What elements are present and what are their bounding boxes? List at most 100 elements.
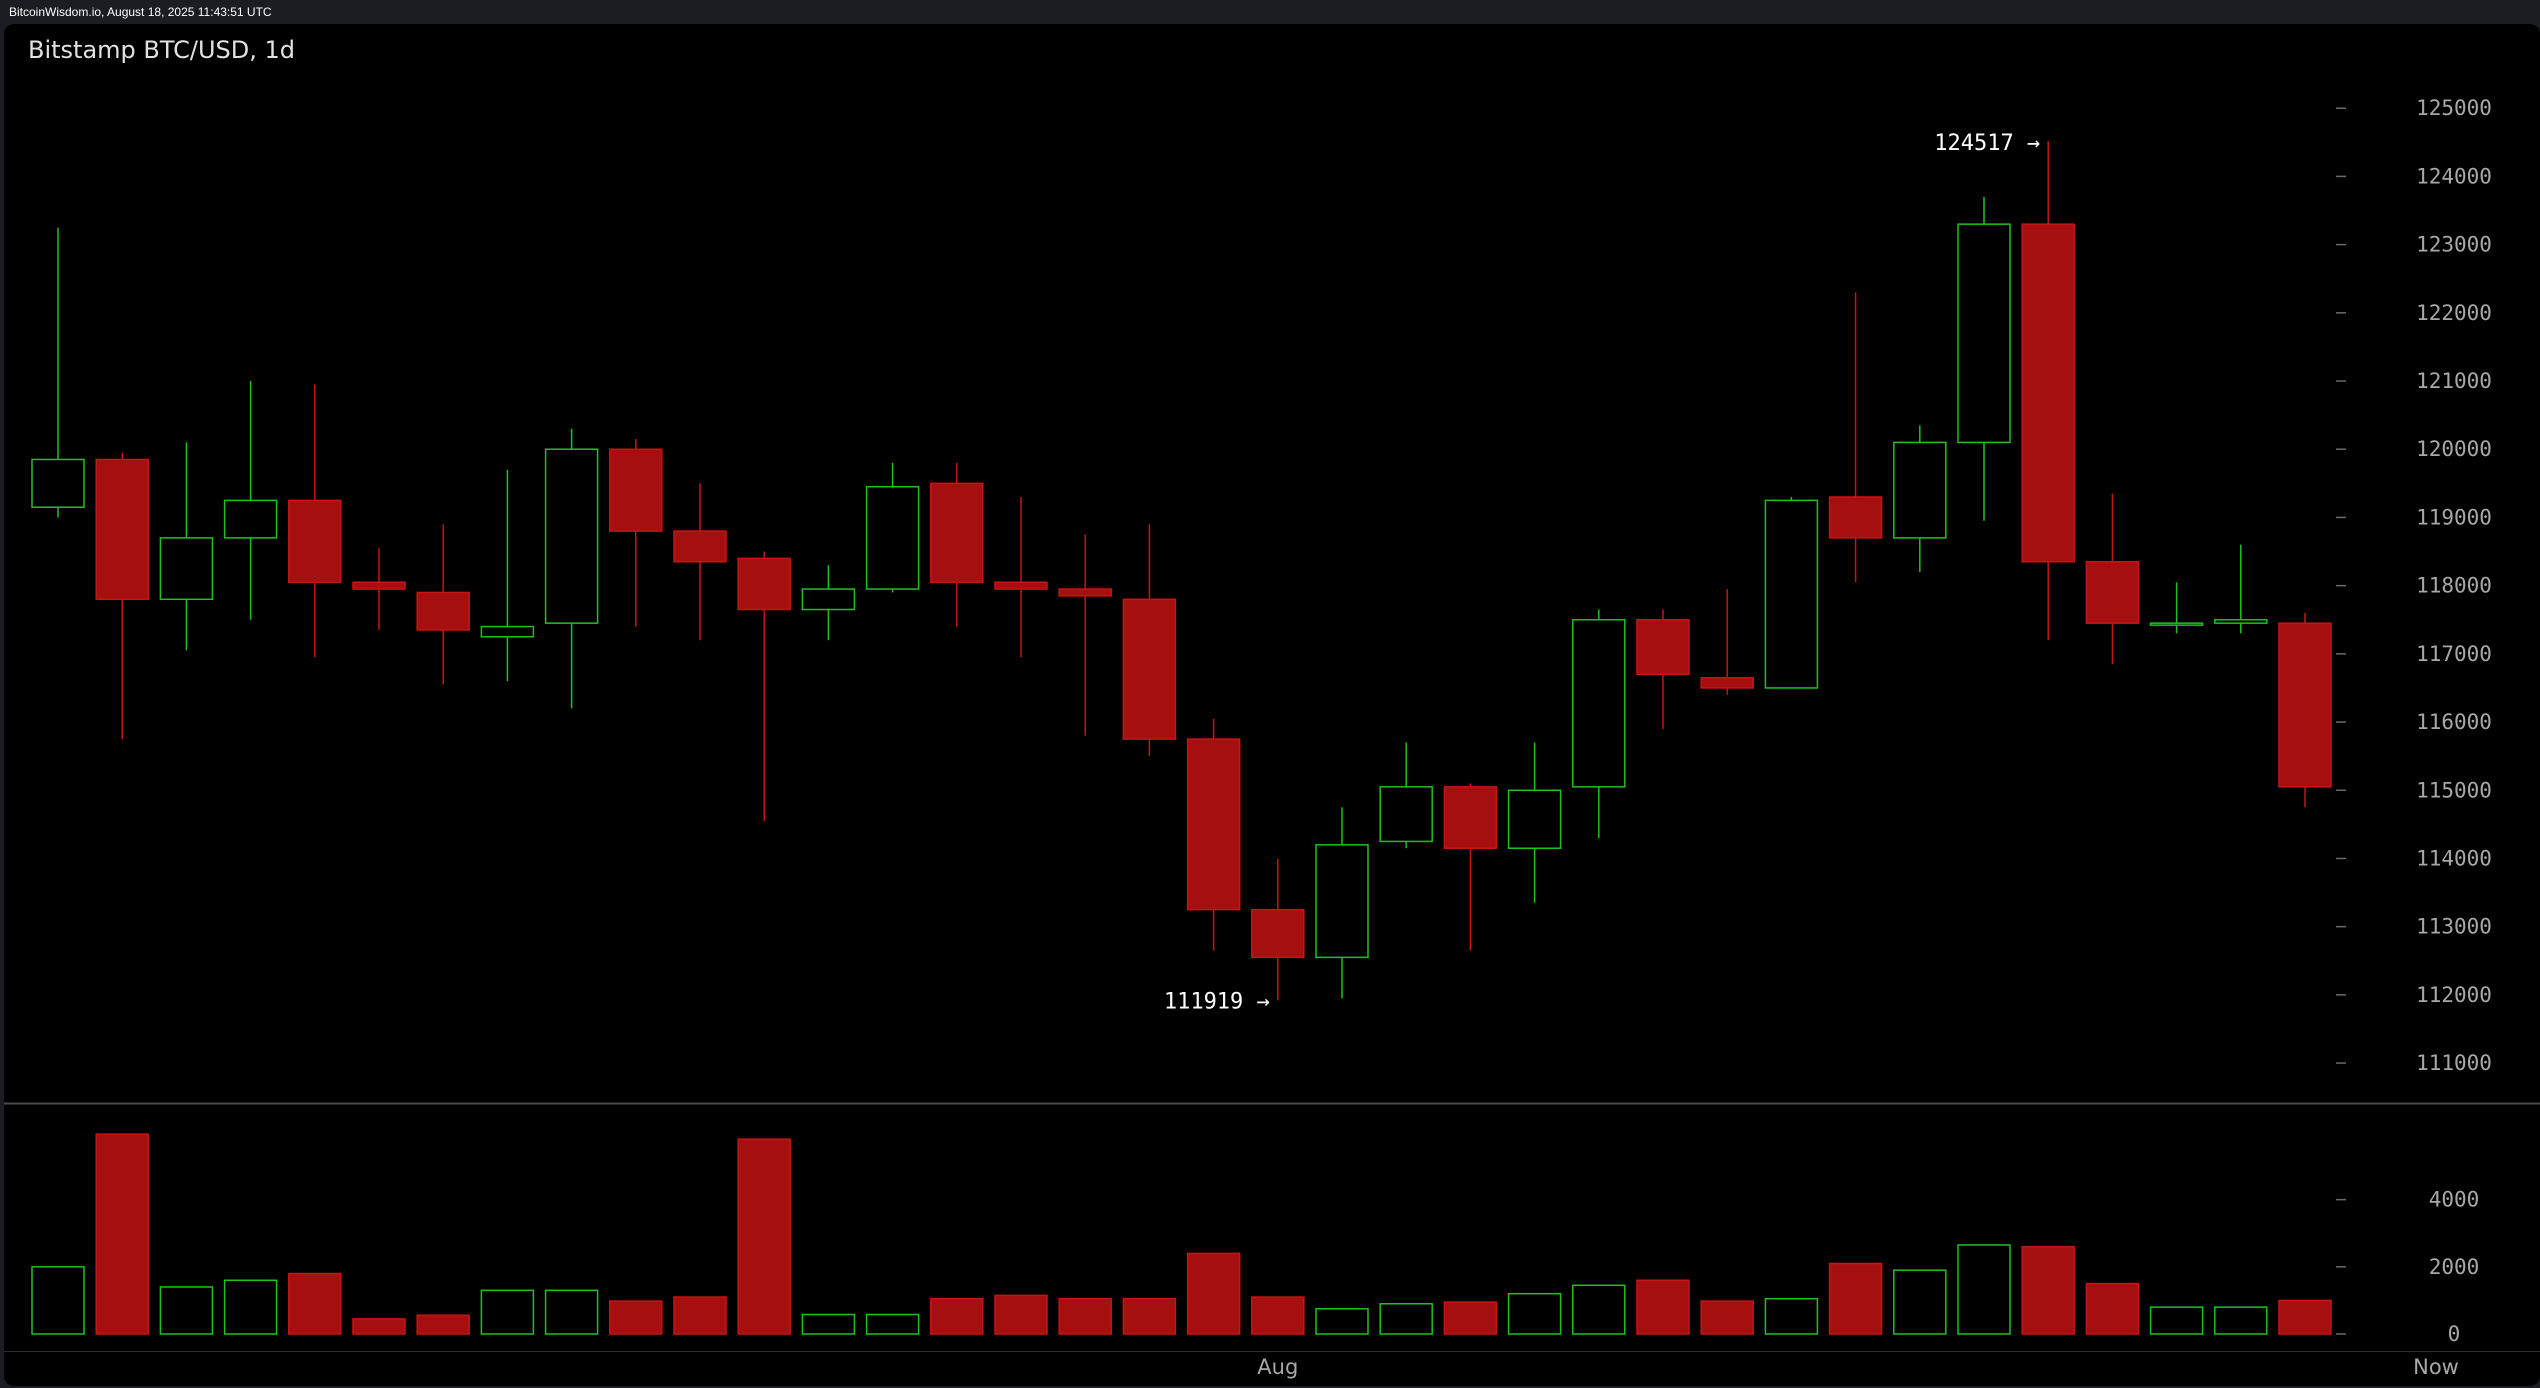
volume-bar — [288, 1272, 342, 1335]
candle — [544, 428, 599, 709]
site-header: BitcoinWisdom.io, August 18, 2025 11:43:… — [0, 0, 2540, 24]
volume-bar — [159, 1286, 214, 1335]
price-tick-label: 118000 — [2416, 574, 2492, 598]
candle-body — [480, 625, 535, 638]
volume-bar — [1315, 1308, 1369, 1335]
volume-bar — [1379, 1303, 1433, 1335]
candle — [416, 524, 470, 685]
candle-body — [1122, 598, 1177, 740]
candle — [1764, 496, 1819, 689]
candle — [1315, 807, 1369, 999]
volume-bar — [1828, 1262, 1883, 1335]
volume-bar — [994, 1294, 1048, 1335]
volume-bar — [31, 1266, 85, 1335]
candle — [95, 452, 149, 740]
candle-body — [609, 448, 663, 532]
volume-bar — [223, 1279, 278, 1335]
candle — [352, 548, 406, 630]
volume-bar — [1122, 1297, 1177, 1335]
candle-body — [416, 591, 470, 631]
candle-body — [1957, 223, 2011, 444]
price-tick-label: 120000 — [2416, 437, 2492, 461]
volume-bar — [352, 1318, 406, 1335]
candle-body — [31, 458, 85, 508]
candle-body — [1507, 789, 1562, 849]
chart-panel[interactable]: Bitstamp BTC/USD, 1d 111000 112000 113000 1… — [4, 24, 2540, 1386]
candle — [1636, 609, 1690, 729]
candle — [994, 496, 1048, 658]
volume-bar — [2278, 1299, 2332, 1335]
price-axis: 111000 112000 113000 114000 115000 116000 1170… — [4, 96, 2540, 1105]
time-axis-label: Aug — [1257, 1355, 1298, 1379]
volume-bar — [544, 1289, 599, 1335]
candle — [223, 381, 278, 620]
candle-body — [673, 530, 727, 563]
price-annotations: 124517 → 111919 → — [1164, 131, 2040, 1014]
candlestick-chart[interactable]: 111000 112000 113000 114000 115000 116000 1170… — [4, 24, 2540, 1386]
price-tick-label: 121000 — [2416, 369, 2492, 393]
price-tick-label: 125000 — [2416, 96, 2492, 120]
candle — [609, 439, 663, 627]
price-tick-label: 113000 — [2416, 915, 2492, 939]
candle-body — [1443, 786, 1498, 849]
candle — [1058, 534, 1112, 736]
candle — [31, 227, 85, 518]
price-tick-label: 123000 — [2416, 233, 2492, 257]
volume-bar — [1443, 1301, 1498, 1335]
volume-bar — [737, 1138, 791, 1335]
price-tick-label: 124000 — [2416, 164, 2492, 188]
candle-body — [1379, 786, 1433, 843]
volume-bar — [2149, 1306, 2204, 1335]
candle — [930, 462, 984, 627]
volume-tick-label: 2000 — [2429, 1255, 2480, 1279]
candle-body — [1893, 441, 1947, 539]
candle-body — [1058, 588, 1112, 597]
price-tick-label: 112000 — [2416, 983, 2492, 1007]
candle — [2214, 544, 2268, 634]
volume-bar — [1957, 1244, 2011, 1335]
volume-bar — [609, 1300, 663, 1335]
candle-body — [1186, 738, 1241, 911]
candle-body — [2085, 561, 2140, 624]
candle-body — [352, 581, 406, 590]
candle — [1251, 858, 1305, 1001]
candle — [288, 384, 342, 658]
volume-bar — [1572, 1284, 1626, 1335]
candle — [2085, 493, 2140, 665]
candle-body — [865, 485, 920, 590]
chart-title: Bitstamp BTC/USD, 1d — [28, 36, 296, 64]
price-tick-label: 122000 — [2416, 301, 2492, 325]
low-price-label: 111919 → — [1164, 989, 1270, 1014]
volume-bar — [416, 1314, 470, 1335]
price-tick-label: 111000 — [2416, 1051, 2492, 1075]
candle-body — [95, 458, 149, 601]
candle-body — [737, 557, 791, 611]
candle — [1700, 589, 1754, 695]
volume-bar — [673, 1296, 727, 1335]
volume-bar — [2085, 1282, 2140, 1335]
candle — [1443, 783, 1498, 951]
volume-bars — [31, 1133, 2332, 1335]
candle — [1507, 742, 1562, 903]
candle — [1957, 196, 2011, 521]
volume-bar — [801, 1313, 856, 1335]
candle — [159, 442, 214, 651]
candle — [2021, 141, 2075, 641]
candle-body — [159, 537, 214, 601]
candle-body — [2214, 618, 2268, 624]
candle — [673, 483, 727, 641]
candle — [1893, 425, 1947, 572]
candle — [1828, 292, 1883, 583]
candle-body — [1572, 618, 1626, 788]
candle-body — [2278, 622, 2332, 788]
high-price-label: 124517 → — [1934, 131, 2040, 156]
volume-bar — [1507, 1292, 1562, 1335]
volume-bar — [480, 1289, 535, 1335]
candle-body — [544, 448, 599, 624]
candle — [865, 462, 920, 593]
volume-tick-label: 0 — [2448, 1322, 2461, 1346]
volume-bar — [1251, 1296, 1305, 1335]
candle-body — [288, 499, 342, 583]
candle-body — [1251, 908, 1305, 959]
candle-body — [2021, 223, 2075, 563]
